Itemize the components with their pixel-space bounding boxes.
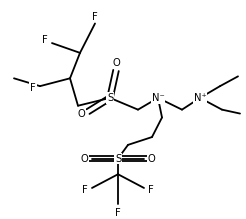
Text: F: F xyxy=(42,35,48,45)
Text: N⁻: N⁻ xyxy=(152,93,164,103)
Text: F: F xyxy=(92,12,98,21)
Text: S: S xyxy=(115,154,121,164)
Text: F: F xyxy=(115,208,121,217)
Text: O: O xyxy=(148,154,156,164)
Text: O: O xyxy=(80,154,88,164)
Text: S: S xyxy=(107,93,113,103)
Text: F: F xyxy=(30,83,36,93)
Text: N⁺: N⁺ xyxy=(194,93,206,103)
Text: O: O xyxy=(77,109,85,118)
Text: O: O xyxy=(112,58,120,67)
Text: F: F xyxy=(148,185,154,195)
Text: F: F xyxy=(82,185,88,195)
